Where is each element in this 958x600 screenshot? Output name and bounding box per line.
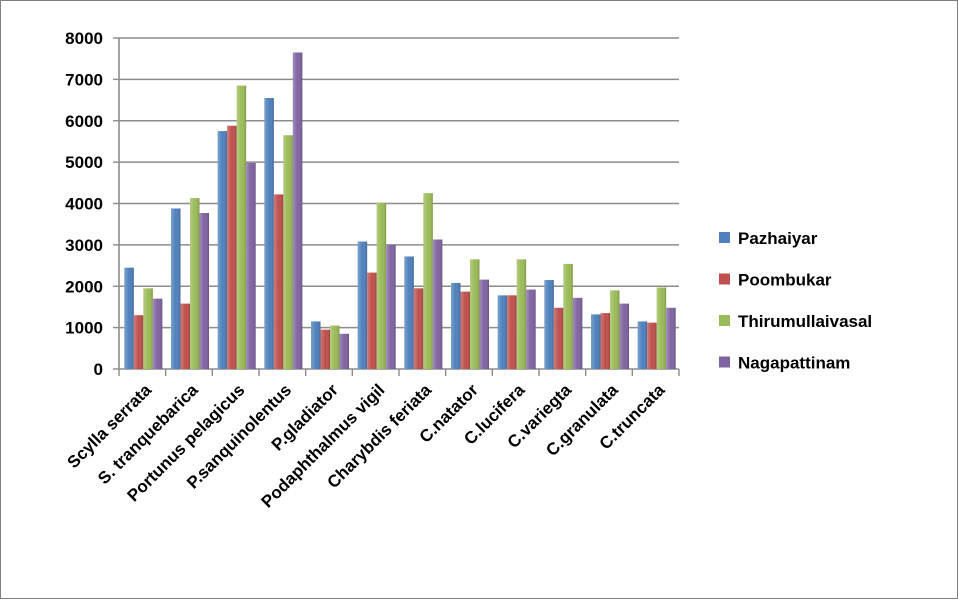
bar-shading xyxy=(460,291,470,369)
bar-shading xyxy=(339,333,349,369)
bar-shading xyxy=(292,52,303,369)
y-tick-label: 2000 xyxy=(65,277,103,296)
bar-shading xyxy=(553,307,564,369)
bar-shading xyxy=(217,131,228,369)
axes xyxy=(113,37,680,376)
y-tick-label: 4000 xyxy=(65,195,103,214)
bar-shading xyxy=(591,314,601,369)
y-tick-label: 7000 xyxy=(65,70,103,89)
bar-shading xyxy=(246,162,256,369)
legend-swatch xyxy=(719,232,730,243)
bar-shading xyxy=(647,322,657,369)
bar-shading xyxy=(563,263,573,369)
bar-shading xyxy=(311,321,321,369)
bar-shading xyxy=(357,241,368,369)
bar-shading xyxy=(199,213,209,369)
bar-shading xyxy=(376,202,387,369)
bar-shading xyxy=(544,280,554,369)
legend-swatch xyxy=(719,356,730,368)
bar-shading xyxy=(572,297,583,369)
bar-shading xyxy=(236,85,247,370)
bar-shading xyxy=(610,290,620,369)
y-tick-label: 1000 xyxy=(65,319,103,338)
legend-label: Poombukar xyxy=(738,271,832,290)
bar-shading xyxy=(330,325,340,369)
bar-shading xyxy=(637,321,648,369)
legend-swatch xyxy=(719,315,730,326)
bar-shading xyxy=(171,208,181,369)
bar-shading xyxy=(497,295,508,369)
bar-shading xyxy=(470,259,480,369)
bar-shading xyxy=(180,303,190,369)
bar-shading xyxy=(656,287,667,369)
bar-shading xyxy=(143,288,153,369)
bar-shading xyxy=(666,307,676,369)
bar-shading xyxy=(451,282,461,369)
bar-shading xyxy=(423,193,433,369)
bar-shading xyxy=(264,97,274,370)
bar-shading xyxy=(367,272,377,369)
legend-label: Nagapattinam xyxy=(738,354,850,373)
bar-shading xyxy=(190,198,200,369)
legend-label: Pazhaiyar xyxy=(738,229,818,248)
bar-shading xyxy=(526,289,536,369)
legend: Pazhaiyar Poombukar Thirumullaivasal Nagapa… xyxy=(719,229,872,373)
bar-shading xyxy=(404,256,414,369)
y-tick-label: 3000 xyxy=(65,236,103,255)
y-tick-label: 0 xyxy=(94,360,103,379)
bar-shading xyxy=(516,259,527,369)
bar-shading xyxy=(386,244,396,369)
y-tick-label: 8000 xyxy=(65,29,103,48)
legend-label: Thirumullaivasal xyxy=(738,312,872,331)
bar-shading xyxy=(320,329,330,369)
bar-shading xyxy=(124,267,134,369)
bar-shading xyxy=(479,279,489,369)
bar-shading xyxy=(152,298,163,369)
bar-shading xyxy=(600,313,610,369)
bar-shading xyxy=(432,239,443,369)
bar-shading xyxy=(619,303,629,369)
y-tick-label: 5000 xyxy=(65,153,103,172)
gridlines xyxy=(119,37,679,329)
legend-swatch xyxy=(719,273,730,285)
bar-shading xyxy=(283,135,293,369)
bar-shading xyxy=(507,295,517,369)
y-tick-labels: 0 1000 2000 3000 4000 5000 6000 7000 8000 xyxy=(65,29,103,379)
bar-shading xyxy=(413,288,424,369)
bar-shading xyxy=(133,315,144,369)
bar-shading xyxy=(273,194,284,369)
bar-shading xyxy=(227,125,237,369)
bars xyxy=(124,52,676,370)
y-tick-label: 6000 xyxy=(65,112,103,131)
